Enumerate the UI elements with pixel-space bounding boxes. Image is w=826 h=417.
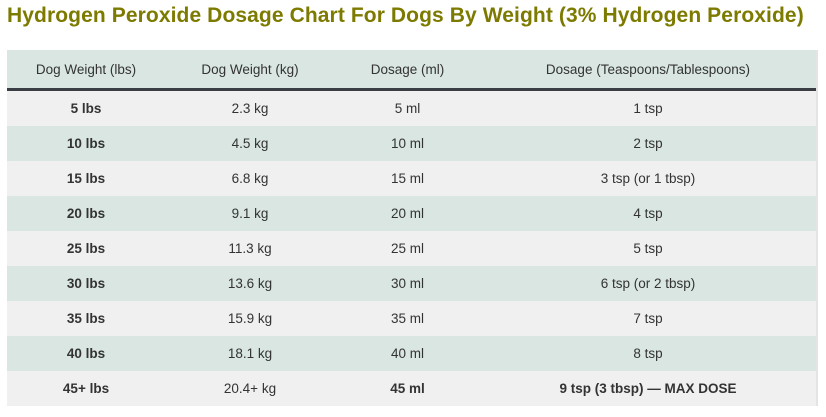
table-row: 20 lbs 9.1 kg 20 ml 4 tsp bbox=[7, 196, 816, 231]
cell-weight-lbs: 5 lbs bbox=[7, 89, 165, 126]
cell-weight-kg: 9.1 kg bbox=[165, 196, 335, 231]
cell-weight-lbs: 20 lbs bbox=[7, 196, 165, 231]
dosage-table-container: Dog Weight (lbs) Dog Weight (kg) Dosage … bbox=[7, 50, 818, 406]
header-weight-kg: Dog Weight (kg) bbox=[165, 50, 335, 91]
cell-dosage-ml: 10 ml bbox=[335, 126, 480, 161]
cell-dosage-spoons: 9 tsp (3 tbsp) — MAX DOSE bbox=[480, 371, 816, 406]
table-row: 30 lbs 13.6 kg 30 ml 6 tsp (or 2 tbsp) bbox=[7, 266, 816, 301]
cell-weight-lbs: 15 lbs bbox=[7, 161, 165, 196]
cell-dosage-ml: 5 ml bbox=[335, 89, 480, 126]
table-row: 5 lbs 2.3 kg 5 ml 1 tsp bbox=[7, 89, 816, 126]
cell-weight-lbs: 35 lbs bbox=[7, 301, 165, 336]
cell-dosage-spoons: 8 tsp bbox=[480, 336, 816, 371]
cell-dosage-ml: 40 ml bbox=[335, 336, 480, 371]
cell-dosage-spoons: 4 tsp bbox=[480, 196, 816, 231]
header-weight-lbs: Dog Weight (lbs) bbox=[7, 50, 165, 91]
cell-weight-kg: 4.5 kg bbox=[165, 126, 335, 161]
cell-weight-kg: 20.4+ kg bbox=[165, 371, 335, 406]
cell-weight-lbs: 45+ lbs bbox=[7, 371, 165, 406]
cell-dosage-ml: 45 ml bbox=[335, 371, 480, 406]
cell-dosage-spoons: 2 tsp bbox=[480, 126, 816, 161]
dosage-table: Dog Weight (lbs) Dog Weight (kg) Dosage … bbox=[7, 50, 816, 406]
cell-weight-lbs: 30 lbs bbox=[7, 266, 165, 301]
cell-weight-kg: 18.1 kg bbox=[165, 336, 335, 371]
table-row: 35 lbs 15.9 kg 35 ml 7 tsp bbox=[7, 301, 816, 336]
table-row: 40 lbs 18.1 kg 40 ml 8 tsp bbox=[7, 336, 816, 371]
cell-dosage-ml: 35 ml bbox=[335, 301, 480, 336]
cell-dosage-ml: 20 ml bbox=[335, 196, 480, 231]
cell-weight-kg: 2.3 kg bbox=[165, 89, 335, 126]
table-header-row: Dog Weight (lbs) Dog Weight (kg) Dosage … bbox=[7, 50, 816, 91]
cell-dosage-ml: 30 ml bbox=[335, 266, 480, 301]
cell-weight-lbs: 40 lbs bbox=[7, 336, 165, 371]
header-dosage-ml: Dosage (ml) bbox=[335, 50, 480, 91]
cell-weight-kg: 11.3 kg bbox=[165, 231, 335, 266]
cell-weight-kg: 6.8 kg bbox=[165, 161, 335, 196]
cell-dosage-ml: 25 ml bbox=[335, 231, 480, 266]
cell-dosage-ml: 15 ml bbox=[335, 161, 480, 196]
cell-weight-kg: 13.6 kg bbox=[165, 266, 335, 301]
cell-dosage-spoons: 3 tsp (or 1 tbsp) bbox=[480, 161, 816, 196]
cell-weight-lbs: 25 lbs bbox=[7, 231, 165, 266]
table-row: 45+ lbs 20.4+ kg 45 ml 9 tsp (3 tbsp) — MAX… bbox=[7, 371, 816, 406]
table-row: 10 lbs 4.5 kg 10 ml 2 tsp bbox=[7, 126, 816, 161]
cell-weight-kg: 15.9 kg bbox=[165, 301, 335, 336]
cell-weight-lbs: 10 lbs bbox=[7, 126, 165, 161]
cell-dosage-spoons: 5 tsp bbox=[480, 231, 816, 266]
table-row: 25 lbs 11.3 kg 25 ml 5 tsp bbox=[7, 231, 816, 266]
cell-dosage-spoons: 6 tsp (or 2 tbsp) bbox=[480, 266, 816, 301]
header-dosage-spoons: Dosage (Teaspoons/Tablespoons) bbox=[480, 50, 816, 91]
table-row: 15 lbs 6.8 kg 15 ml 3 tsp (or 1 tbsp) bbox=[7, 161, 816, 196]
page-title: Hydrogen Peroxide Dosage Chart For Dogs … bbox=[7, 4, 804, 27]
cell-dosage-spoons: 7 tsp bbox=[480, 301, 816, 336]
cell-dosage-spoons: 1 tsp bbox=[480, 89, 816, 126]
